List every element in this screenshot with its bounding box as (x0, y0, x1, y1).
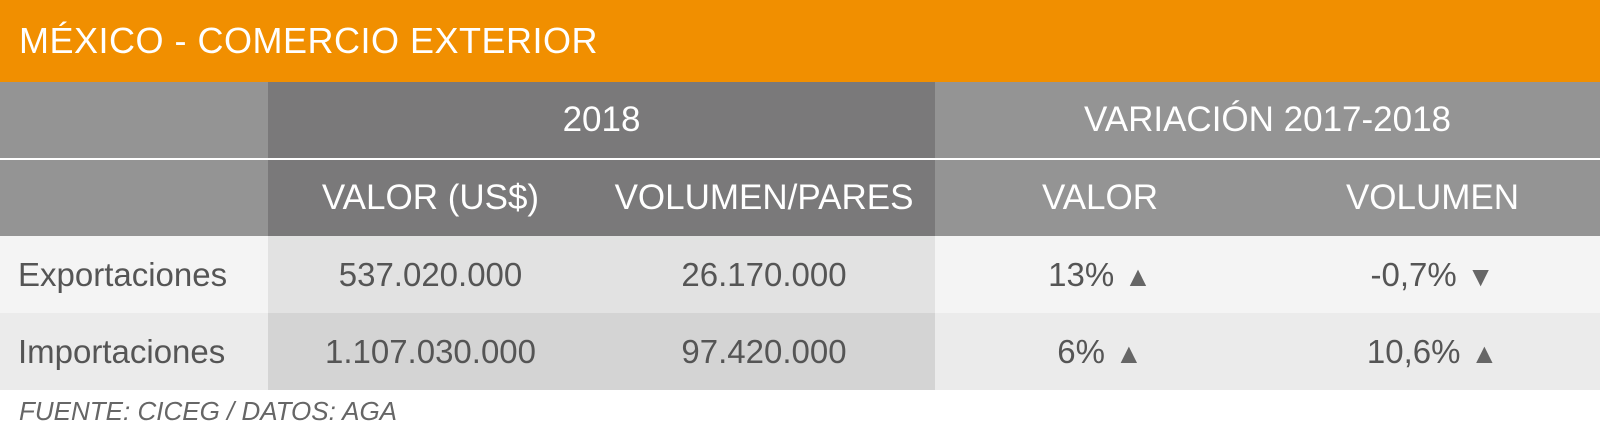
cell-var-volumen: -0,7% ▼ (1265, 236, 1600, 313)
header-empty-cell-2 (0, 159, 268, 236)
cell-var-volumen: 10,6% ▲ (1265, 313, 1600, 390)
cell-var-valor: 13% ▲ (935, 236, 1265, 313)
header-empty-cell (0, 82, 268, 160)
table-row: Importaciones 1.107.030.000 97.420.000 6… (0, 313, 1600, 390)
source-note: FUENTE: CICEG / DATOS: AGA (19, 396, 398, 426)
header-column-row: VALOR (US$) VOLUMEN/PARES VALOR VOLUMEN (0, 159, 1600, 236)
table-row: Exportaciones 537.020.000 26.170.000 13%… (0, 236, 1600, 313)
var-valor-text: 13% (1048, 255, 1115, 293)
figure-title: MÉXICO - COMERCIO EXTERIOR (19, 20, 599, 61)
var-volumen-text: 10,6% (1366, 332, 1461, 370)
trade-table: 2018 VARIACIÓN 2017-2018 VALOR (US$) VOL… (0, 82, 1600, 390)
cell-volumen: 97.420.000 (593, 313, 935, 390)
header-group-row: 2018 VARIACIÓN 2017-2018 (0, 82, 1600, 160)
arrow-up-icon: ▲ (1124, 260, 1152, 292)
row-label: Importaciones (0, 313, 268, 390)
header-group-variation: VARIACIÓN 2017-2018 (935, 82, 1600, 160)
arrow-down-icon: ▼ (1466, 260, 1495, 292)
cell-valor: 537.020.000 (268, 236, 593, 313)
var-volumen-text: -0,7% (1370, 255, 1457, 293)
cell-valor: 1.107.030.000 (268, 313, 593, 390)
header-var-valor: VALOR (935, 159, 1265, 236)
header-volumen-pares: VOLUMEN/PARES (593, 159, 935, 236)
arrow-up-icon: ▲ (1470, 337, 1499, 369)
title-bar: MÉXICO - COMERCIO EXTERIOR (0, 0, 1600, 82)
cell-volumen: 26.170.000 (593, 236, 935, 313)
header-var-volumen: VOLUMEN (1265, 159, 1600, 236)
row-label: Exportaciones (0, 236, 268, 313)
var-valor-text: 6% (1057, 332, 1105, 370)
cell-var-valor: 6% ▲ (935, 313, 1265, 390)
header-group-2018: 2018 (268, 82, 935, 160)
header-valor-usd: VALOR (US$) (268, 159, 593, 236)
arrow-up-icon: ▲ (1114, 337, 1143, 369)
